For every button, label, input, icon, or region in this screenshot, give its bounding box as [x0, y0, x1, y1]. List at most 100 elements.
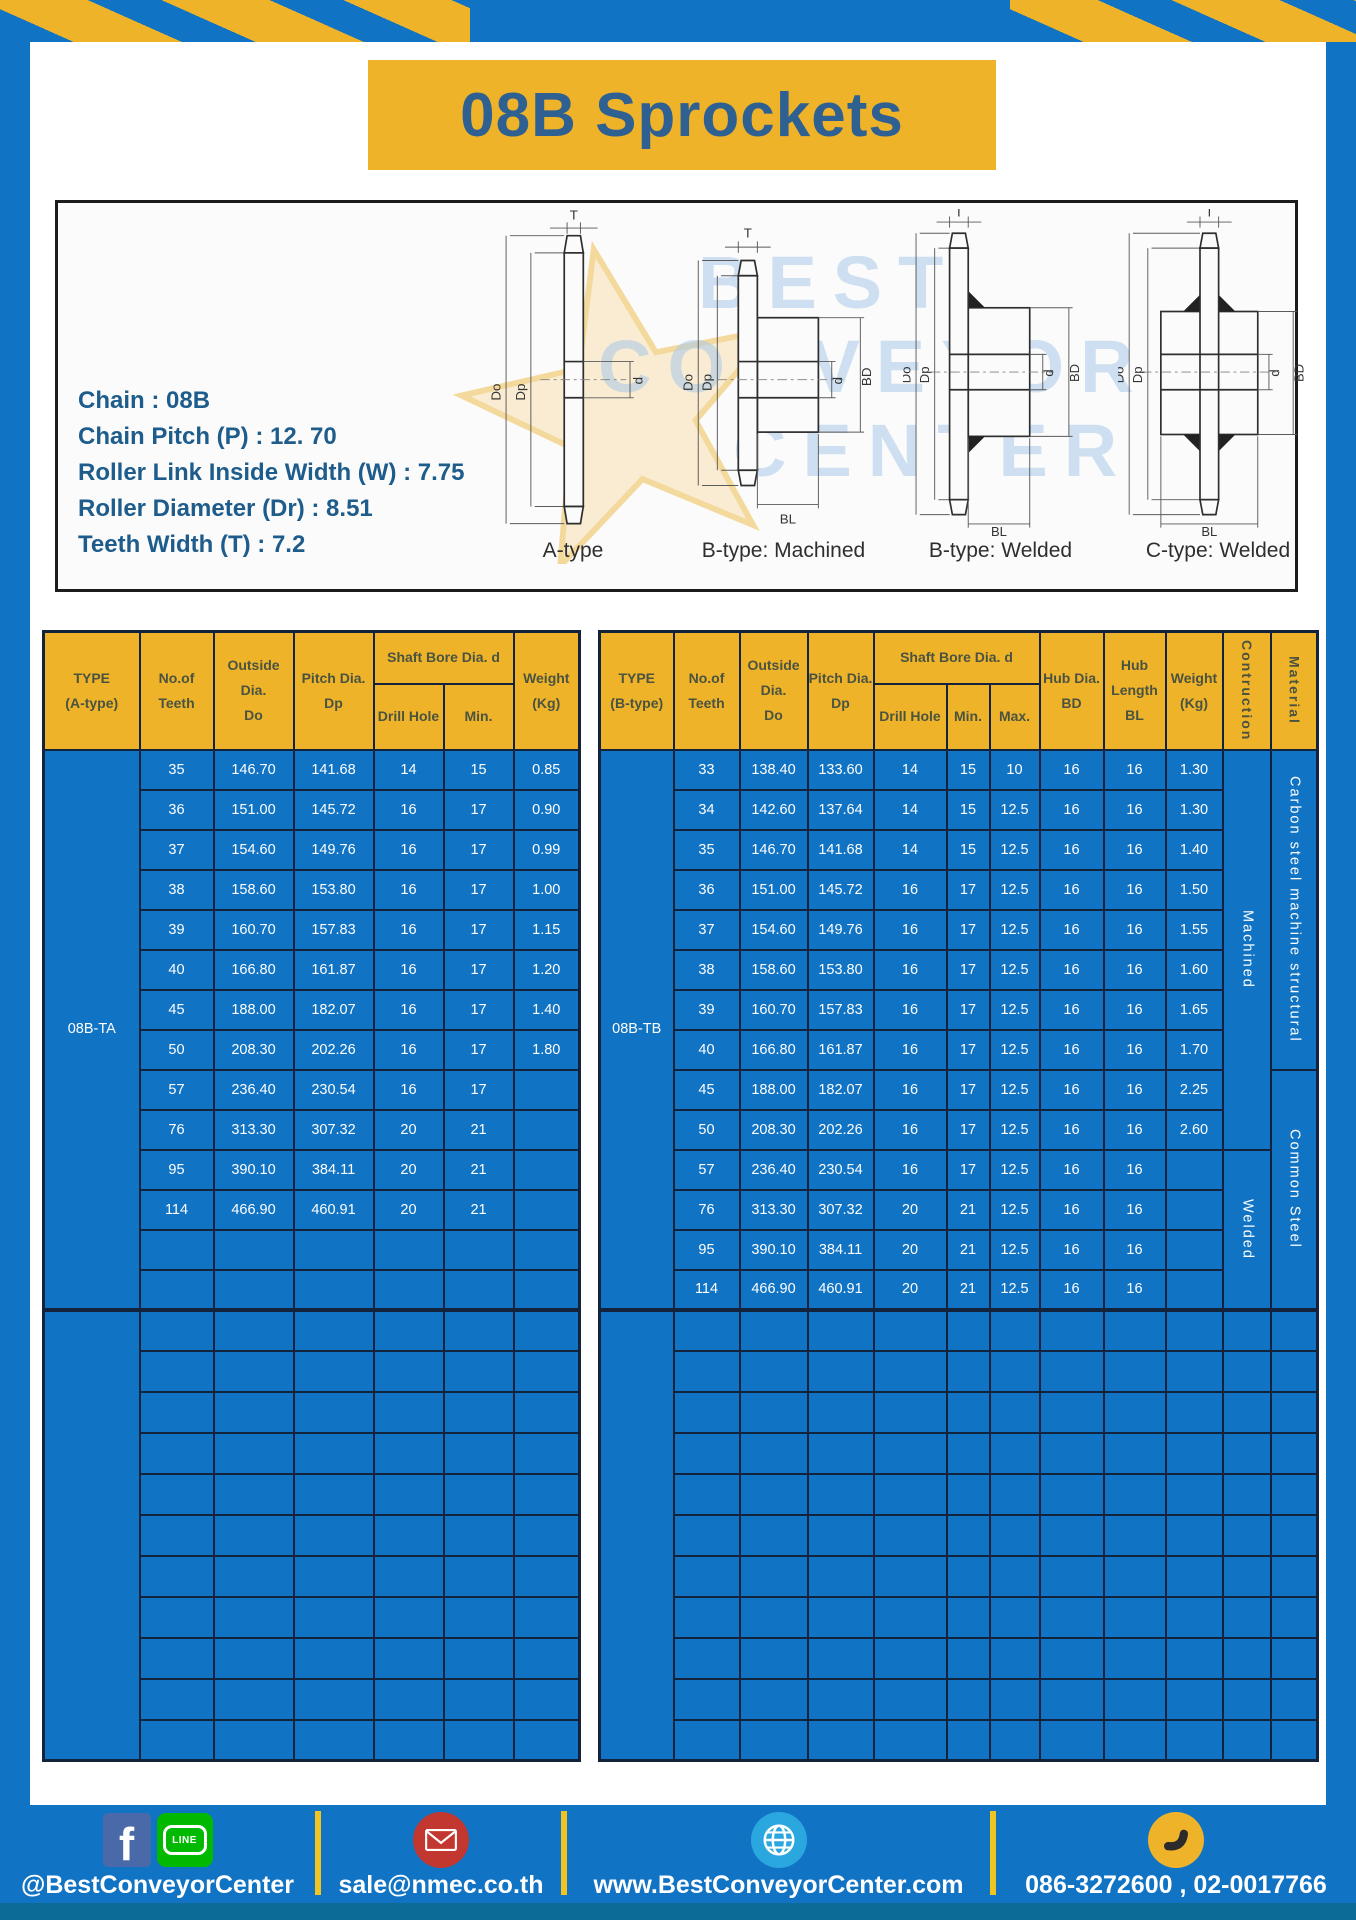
table-cell — [872, 1513, 948, 1557]
table-row-empty — [44, 1513, 581, 1557]
table-cell — [1269, 1677, 1319, 1721]
material-cell: Common Steel — [1269, 1068, 1319, 1311]
table-cell: 16 — [372, 908, 445, 951]
table-cell: 460.91 — [292, 1188, 375, 1231]
footer-email-section: sale@nmec.co.th — [321, 1805, 561, 1903]
table-cell — [442, 1554, 515, 1598]
table-cell — [212, 1677, 295, 1721]
table-cell: 12.5 — [988, 988, 1041, 1031]
table-cell: 16 — [1038, 748, 1105, 791]
table-cell: 307.32 — [806, 1188, 875, 1231]
table-cell: 236.40 — [212, 1068, 295, 1111]
footer-divider — [561, 1811, 567, 1895]
table-cell — [512, 1431, 581, 1475]
table-cell — [988, 1513, 1041, 1557]
table-cell: 17 — [945, 1148, 991, 1191]
table-cell — [1038, 1636, 1105, 1680]
table-cell: 16 — [872, 868, 948, 911]
table-row-empty — [600, 1431, 1319, 1475]
table-cell: 157.83 — [806, 988, 875, 1031]
table-cell: 158.60 — [738, 948, 809, 991]
table-cell — [212, 1595, 295, 1639]
table-cell — [442, 1595, 515, 1639]
table-cell — [738, 1307, 809, 1352]
table-cell: 16 — [1102, 1188, 1167, 1231]
table-cell — [212, 1390, 295, 1434]
table-cell: 37 — [138, 828, 215, 871]
table-cell: 1.30 — [1164, 788, 1224, 831]
drawing-label: B-type: Welded — [928, 539, 1073, 562]
table-cell — [372, 1554, 445, 1598]
table-cell: 466.90 — [212, 1188, 295, 1231]
table-cell — [1102, 1677, 1167, 1721]
table-cell — [1164, 1636, 1224, 1680]
table-cell: 38 — [672, 948, 741, 991]
table-row-empty — [600, 1595, 1319, 1639]
table-cell: 17 — [945, 988, 991, 1031]
table-cell — [442, 1268, 515, 1311]
table-cell: 384.11 — [292, 1148, 375, 1191]
table-cell — [292, 1718, 375, 1762]
facebook-icon: f — [102, 1813, 151, 1867]
table-cell — [872, 1595, 948, 1639]
table-cell — [872, 1431, 948, 1475]
table-cell: 16 — [1102, 788, 1167, 831]
table-cell — [1038, 1554, 1105, 1598]
table-cell — [1164, 1513, 1224, 1557]
line-app-icon: LINE — [156, 1813, 213, 1867]
table-cell: 40 — [138, 948, 215, 991]
table-cell: 15 — [945, 788, 991, 831]
table-cell: 16 — [1038, 1068, 1105, 1111]
table-cell: 12.5 — [988, 1188, 1041, 1231]
table-cell: 157.83 — [292, 908, 375, 951]
table-row-empty — [600, 1513, 1319, 1557]
table-cell: 16 — [872, 1148, 948, 1191]
table-cell: 16 — [1102, 908, 1167, 951]
table-cell — [872, 1390, 948, 1434]
table-cell — [442, 1636, 515, 1680]
type-cell: 08B-TB — [598, 748, 675, 1311]
table-cell: 16 — [1102, 748, 1167, 791]
table-cell — [1164, 1148, 1224, 1191]
table-cell: 39 — [672, 988, 741, 1031]
table-cell — [945, 1554, 991, 1598]
table-cell — [672, 1472, 741, 1516]
table-cell — [1038, 1349, 1105, 1393]
table-cell: 313.30 — [738, 1188, 809, 1231]
table-cell — [1269, 1390, 1319, 1434]
table-cell — [945, 1431, 991, 1475]
table-cell: 57 — [138, 1068, 215, 1111]
col-weight: Weight (Kg) — [512, 630, 581, 751]
table-cell — [512, 1228, 581, 1271]
table-cell: 12.5 — [988, 1148, 1041, 1191]
table-cell: 12.5 — [988, 1028, 1041, 1071]
table-cell: 146.70 — [212, 748, 295, 791]
table-cell: 1.70 — [1164, 1028, 1224, 1071]
table-cell — [212, 1513, 295, 1557]
col-min: Min. — [442, 682, 515, 751]
table-cell — [945, 1307, 991, 1352]
table-row: 57 236.40 230.54 16 17 12.5 16 16 Welded — [600, 1148, 1318, 1311]
table-cell: 12.5 — [988, 908, 1041, 951]
table-cell — [806, 1431, 875, 1475]
table-cell — [1038, 1677, 1105, 1721]
table-cell — [806, 1554, 875, 1598]
footer-divider — [990, 1811, 996, 1895]
table-row: 34 142.60 137.64 14 15 12.5 16 16 1.30 — [600, 788, 1318, 831]
spec-roller-width: Roller Link Inside Width (W) : 7.75 — [78, 459, 465, 486]
table-cell: 16 — [372, 828, 445, 871]
table-cell: 2.60 — [1164, 1108, 1224, 1151]
table-row-empty — [44, 1718, 581, 1762]
table-cell — [738, 1431, 809, 1475]
table-cell — [738, 1513, 809, 1557]
table-cell — [372, 1595, 445, 1639]
table-cell: 16 — [872, 1068, 948, 1111]
table-cell — [138, 1307, 215, 1352]
table-cell: 141.68 — [806, 828, 875, 871]
table-row-empty — [598, 1307, 1319, 1762]
table-a-body: 08B-TA 35 146.70 141.68 14 15 0.85 36 151.00 145.… — [42, 748, 581, 1762]
table-cell — [138, 1677, 215, 1721]
table-cell — [1269, 1431, 1319, 1475]
table-cell — [1221, 1554, 1272, 1598]
table-cell: 460.91 — [806, 1268, 875, 1311]
